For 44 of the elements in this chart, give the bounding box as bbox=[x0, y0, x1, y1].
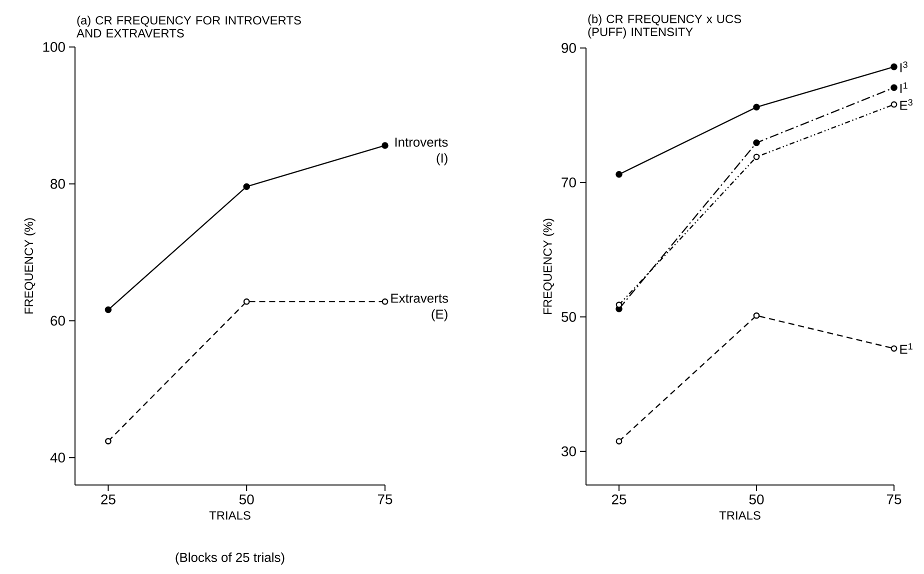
point bbox=[753, 154, 760, 160]
y-tick-label: 90 bbox=[562, 43, 576, 53]
point bbox=[890, 63, 898, 70]
point bbox=[382, 298, 388, 305]
y-tick-label: 30 bbox=[562, 446, 576, 456]
x-tick-label: 50 bbox=[749, 494, 764, 504]
point bbox=[753, 312, 760, 319]
y-axis-title: FREQUENCY (%) bbox=[543, 218, 554, 314]
series-label: I$^{3}$ bbox=[900, 61, 908, 72]
x-tick-label: 75 bbox=[886, 494, 902, 504]
y-tick-label: 40 bbox=[50, 452, 65, 463]
x-tick-label: 25 bbox=[612, 494, 626, 504]
series-label: Extraverts (E) bbox=[391, 294, 448, 322]
series-label: I$^{1}$ bbox=[900, 82, 908, 93]
y-axis-title: FREQUENCY (%) bbox=[24, 218, 36, 314]
point bbox=[753, 104, 760, 111]
x-tick-label: 75 bbox=[378, 494, 392, 504]
series-label: E$^{3}$ bbox=[900, 99, 912, 110]
point bbox=[616, 438, 622, 444]
chart-title: (a) CR FREQUENCY FOR INTROVERTS AND EXTRAVERTS bbox=[76, 16, 301, 38]
x-tick-label: 50 bbox=[239, 494, 254, 504]
x-tick-label: 25 bbox=[101, 494, 116, 504]
point bbox=[890, 345, 898, 352]
series-label: E$^{1}$ bbox=[900, 343, 912, 354]
point bbox=[104, 306, 112, 314]
y-tick-label: 80 bbox=[50, 178, 65, 189]
y-tick-label: 100 bbox=[43, 42, 65, 52]
point bbox=[105, 438, 112, 444]
point bbox=[382, 142, 388, 149]
x-axis-title: TRIALS bbox=[719, 511, 760, 520]
point bbox=[243, 298, 250, 305]
point bbox=[890, 101, 898, 108]
point bbox=[616, 170, 622, 178]
y-tick-label: 70 bbox=[562, 178, 576, 188]
series-label: Introverts (I) bbox=[395, 138, 448, 166]
y-tick-label: 50 bbox=[562, 312, 576, 322]
point bbox=[890, 84, 898, 92]
x-axis-title: TRIALS bbox=[209, 511, 250, 520]
text: (Blocks of 25 trials) bbox=[176, 552, 284, 565]
point bbox=[753, 139, 760, 146]
point bbox=[243, 183, 250, 190]
point bbox=[616, 302, 622, 308]
y-tick-label: 60 bbox=[50, 316, 65, 326]
chart-title: (b) CR FREQUENCY x UCS (PUFF) INTENSITY bbox=[588, 14, 742, 38]
